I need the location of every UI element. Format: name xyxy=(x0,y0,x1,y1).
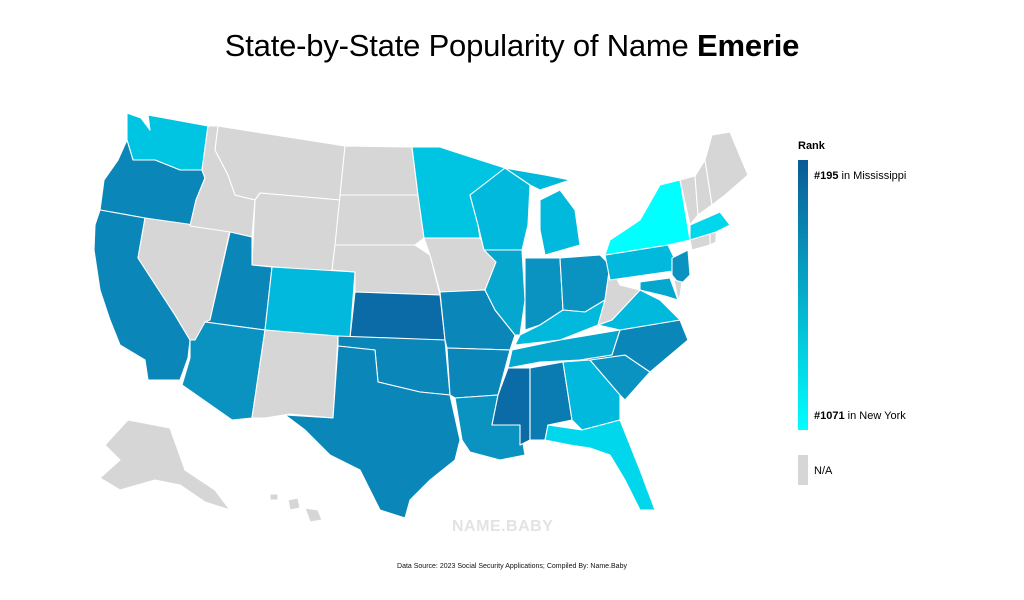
legend-top-state: in Mississippi xyxy=(838,170,907,182)
state-KS[interactable] xyxy=(349,291,446,341)
state-NJ[interactable] xyxy=(671,249,691,286)
legend-gradient-bar xyxy=(798,160,808,430)
state-TX[interactable] xyxy=(284,345,461,519)
title-prefix: State-by-State Popularity of Name xyxy=(224,28,697,63)
state-HI[interactable] xyxy=(269,493,323,523)
state-MI[interactable] xyxy=(504,167,581,256)
state-NM[interactable] xyxy=(251,329,339,419)
state-AK[interactable] xyxy=(99,419,231,511)
state-MD[interactable] xyxy=(639,277,679,301)
state-NY[interactable] xyxy=(604,179,691,256)
state-ME[interactable] xyxy=(704,131,749,206)
state-MT[interactable] xyxy=(214,125,346,201)
state-MA[interactable] xyxy=(689,211,731,241)
legend-bottom-state: in New York xyxy=(844,410,906,422)
legend-na-swatch xyxy=(798,455,808,485)
legend-top-label: #195 in Mississippi xyxy=(814,170,906,182)
legend-na-label: N/A xyxy=(814,465,833,477)
map-title: State-by-State Popularity of Name Emerie xyxy=(0,28,1024,64)
state-NC[interactable] xyxy=(579,319,689,373)
legend-bottom-rank: #1071 xyxy=(814,410,845,422)
state-WY[interactable] xyxy=(251,192,341,273)
title-name: Emerie xyxy=(697,28,800,63)
watermark-logo: NAME.BABY xyxy=(452,518,554,535)
state-FL[interactable] xyxy=(544,419,656,511)
data-source-note: Data Source: 2023 Social Security Applic… xyxy=(397,563,627,570)
state-ND[interactable] xyxy=(339,145,419,196)
legend-bottom-label: #1071 in New York xyxy=(814,410,906,422)
state-DE[interactable] xyxy=(673,279,683,301)
state-CO[interactable] xyxy=(264,266,356,339)
legend-top-rank: #195 xyxy=(814,170,839,182)
legend-title: Rank xyxy=(798,140,825,152)
state-IL[interactable] xyxy=(483,249,526,336)
state-SD[interactable] xyxy=(334,194,425,246)
